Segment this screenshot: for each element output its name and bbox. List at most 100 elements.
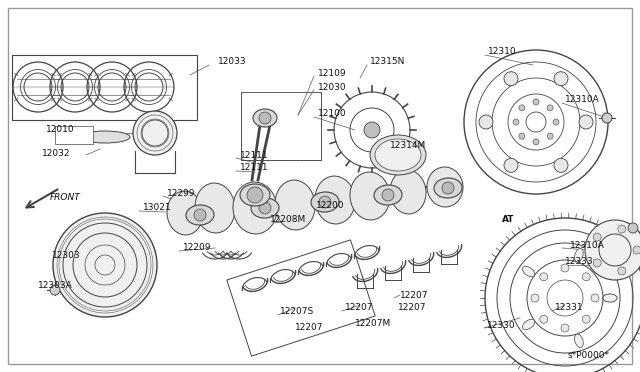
Ellipse shape <box>603 294 617 302</box>
Ellipse shape <box>390 170 426 214</box>
Circle shape <box>194 209 206 221</box>
Ellipse shape <box>575 248 583 262</box>
Circle shape <box>553 119 559 125</box>
Circle shape <box>593 259 601 267</box>
Circle shape <box>554 158 568 172</box>
Text: 12333: 12333 <box>565 257 594 266</box>
Text: 12109: 12109 <box>318 68 347 77</box>
Circle shape <box>533 99 539 105</box>
Circle shape <box>247 187 263 203</box>
Circle shape <box>585 220 640 280</box>
Ellipse shape <box>427 167 463 207</box>
Text: 12208M: 12208M <box>270 215 307 224</box>
Ellipse shape <box>434 178 462 198</box>
Ellipse shape <box>186 205 214 225</box>
Circle shape <box>504 158 518 172</box>
Bar <box>12 55 197 120</box>
Circle shape <box>259 112 271 124</box>
Circle shape <box>618 225 626 233</box>
Text: 12207S: 12207S <box>280 308 314 317</box>
Text: 12111: 12111 <box>240 151 269 160</box>
Circle shape <box>547 105 553 111</box>
Text: 12032: 12032 <box>42 148 70 157</box>
Ellipse shape <box>240 184 270 206</box>
Circle shape <box>50 285 60 295</box>
Circle shape <box>554 72 568 86</box>
Circle shape <box>319 196 331 208</box>
Circle shape <box>53 213 157 317</box>
Ellipse shape <box>522 266 535 277</box>
Text: 12100: 12100 <box>318 109 347 119</box>
Text: 12310A: 12310A <box>570 241 605 250</box>
Circle shape <box>513 119 519 125</box>
Text: FRONT: FRONT <box>50 193 81 202</box>
Circle shape <box>593 233 601 241</box>
Text: 12207: 12207 <box>398 302 426 311</box>
Ellipse shape <box>233 182 277 234</box>
Ellipse shape <box>374 185 402 205</box>
Circle shape <box>582 315 590 323</box>
Text: 12314M: 12314M <box>390 141 426 150</box>
Text: s*P0000*: s*P0000* <box>568 350 610 359</box>
Ellipse shape <box>315 176 355 224</box>
Text: 12310A: 12310A <box>565 96 600 105</box>
Text: AT: AT <box>502 215 515 224</box>
Circle shape <box>382 189 394 201</box>
Circle shape <box>133 111 177 155</box>
Ellipse shape <box>195 183 235 233</box>
Circle shape <box>519 105 525 111</box>
Circle shape <box>364 122 380 138</box>
Circle shape <box>547 133 553 139</box>
Circle shape <box>504 72 518 86</box>
Circle shape <box>633 246 640 254</box>
Ellipse shape <box>311 192 339 212</box>
Ellipse shape <box>80 131 130 143</box>
Bar <box>55 126 93 144</box>
Circle shape <box>561 264 569 272</box>
Circle shape <box>540 273 548 281</box>
Ellipse shape <box>167 191 203 235</box>
Text: 12207: 12207 <box>400 291 429 299</box>
Text: 12303A: 12303A <box>38 280 73 289</box>
Ellipse shape <box>350 172 390 220</box>
Circle shape <box>582 273 590 281</box>
Ellipse shape <box>375 139 421 171</box>
Text: 12310: 12310 <box>488 48 516 57</box>
Circle shape <box>602 113 612 123</box>
Text: 12209: 12209 <box>183 244 211 253</box>
Text: 12315N: 12315N <box>370 58 405 67</box>
Circle shape <box>628 223 638 233</box>
Circle shape <box>561 324 569 332</box>
Circle shape <box>579 115 593 129</box>
Ellipse shape <box>603 294 617 302</box>
Text: 12299: 12299 <box>167 189 195 198</box>
Ellipse shape <box>81 131 91 143</box>
Ellipse shape <box>522 319 535 330</box>
Text: 12207: 12207 <box>295 324 323 333</box>
Circle shape <box>531 294 539 302</box>
Text: 12330: 12330 <box>487 321 516 330</box>
Circle shape <box>479 115 493 129</box>
Ellipse shape <box>253 109 277 127</box>
Text: 12010: 12010 <box>46 125 75 135</box>
Text: 12033: 12033 <box>218 58 246 67</box>
Ellipse shape <box>251 198 279 218</box>
Ellipse shape <box>575 334 583 347</box>
Text: 12030: 12030 <box>318 83 347 92</box>
Text: 12207M: 12207M <box>355 318 391 327</box>
Circle shape <box>519 133 525 139</box>
Circle shape <box>540 315 548 323</box>
Text: 12207: 12207 <box>345 304 374 312</box>
Circle shape <box>533 139 539 145</box>
Text: 12331: 12331 <box>555 304 584 312</box>
Circle shape <box>259 202 271 214</box>
Ellipse shape <box>275 180 315 230</box>
Circle shape <box>442 182 454 194</box>
Circle shape <box>591 294 599 302</box>
Text: 12111: 12111 <box>240 164 269 173</box>
Text: 12200: 12200 <box>316 201 344 209</box>
Text: 13021: 13021 <box>143 203 172 212</box>
Ellipse shape <box>370 135 426 175</box>
Circle shape <box>618 267 626 275</box>
Text: 12303: 12303 <box>52 250 81 260</box>
